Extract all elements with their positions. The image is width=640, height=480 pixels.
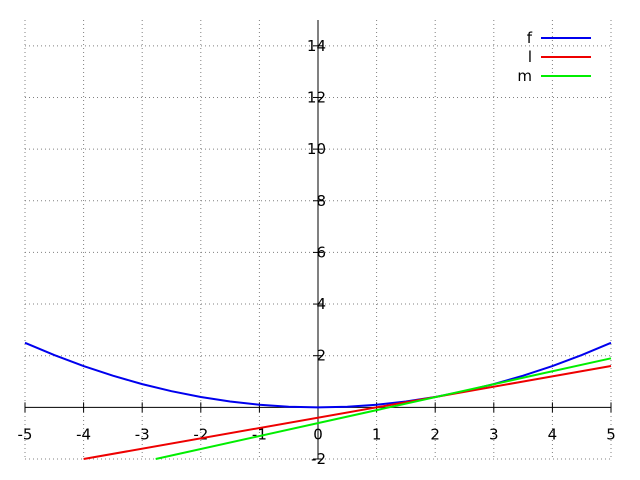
y-tick-label: 6 [316,243,326,261]
x-tick-label: -1 [252,425,267,443]
x-tick-label: 5 [606,425,616,443]
y-tick-label: 4 [316,295,326,313]
legend-label-f: f [527,29,533,47]
legend: flm [517,29,591,85]
y-tick-label: 2 [316,347,326,365]
x-tick-label: -2 [193,425,208,443]
x-tick-label: -3 [135,425,150,443]
x-tick-label: 1 [372,425,382,443]
y-tick-label: 14 [307,37,326,55]
series-line-f [24,341,612,409]
legend-label-m: m [517,67,532,85]
x-tick-label: -5 [18,425,33,443]
axes [25,20,611,459]
series-line-m [155,357,612,460]
y-tick-label: 8 [316,192,326,210]
x-tick-label: 2 [430,425,440,443]
series-lines [24,341,612,460]
y-tick-label: -2 [311,450,326,468]
series-line-l [83,365,612,460]
grid-lines [24,20,612,460]
y-tick-label: 12 [307,88,326,106]
x-tick-label: 0 [313,425,323,443]
legend-label-l: l [528,48,532,66]
x-tick-label: -4 [76,425,91,443]
y-tick-label: 10 [307,140,326,158]
x-tick-label: 3 [489,425,499,443]
x-tick-label: 4 [548,425,558,443]
